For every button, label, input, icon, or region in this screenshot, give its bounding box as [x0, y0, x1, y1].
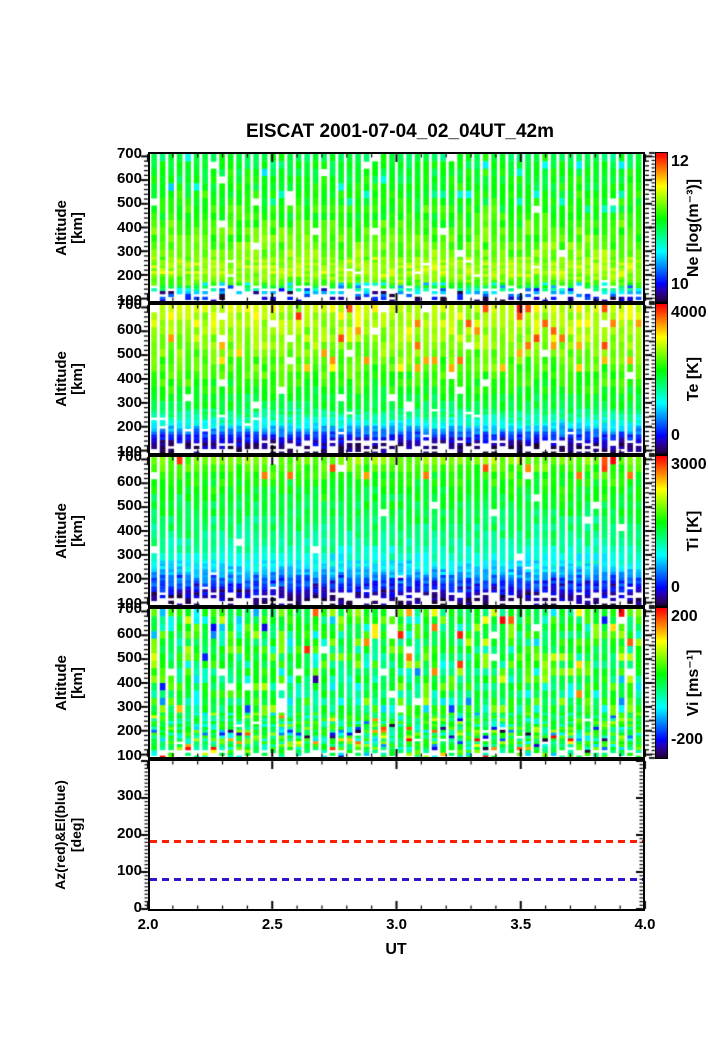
te-panel — [148, 303, 645, 455]
altitude-tick-label: 500 — [116, 194, 142, 212]
ut-axis-label: UT — [385, 941, 407, 958]
altitude-tick-label: 300 — [116, 393, 142, 411]
colorbar-unit-label: Ti [K] — [685, 510, 702, 551]
altitude-tick-label: 100 — [116, 594, 142, 612]
altitude-tick-label: 700 — [116, 600, 142, 618]
pointing-tick-label: 200 — [116, 824, 142, 842]
te-colorbar-canvas — [656, 304, 667, 454]
altitude-tick-label: 700 — [116, 296, 142, 314]
ti-colorbar — [655, 455, 668, 607]
altitude-tick-label: 300 — [116, 242, 142, 260]
te-colorbar — [655, 303, 668, 455]
pointing-tick-label: 0 — [133, 899, 142, 916]
plot-title: EISCAT 2001-07-04_02_04UT_42m — [245, 121, 555, 142]
pointing-tick-label: 300 — [116, 787, 142, 805]
ut-tick-label: 2.0 — [137, 916, 159, 933]
ut-tick-label: 2.5 — [261, 916, 283, 933]
ne-colorbar — [655, 152, 668, 303]
altitude-tick-label: 100 — [116, 746, 142, 764]
altitude-tick-label: 500 — [116, 497, 142, 515]
ti-colorbar-canvas — [656, 456, 667, 606]
colorbar-max-label: 4000 — [671, 304, 707, 321]
vi-heatmap-canvas — [150, 609, 643, 757]
colorbar-min-label: -200 — [671, 731, 704, 748]
vi-colorbar-canvas — [656, 608, 667, 758]
altitude-tick-label: 400 — [116, 218, 142, 236]
pointing-axis-label: Az(red)&El(blue) [deg] — [52, 780, 84, 890]
colorbar-unit-label: Ne [log(m⁻³)] — [685, 178, 702, 277]
colorbar-min-label: 0 — [671, 579, 680, 596]
altitude-tick-label: 200 — [116, 267, 142, 285]
altitude-tick-label: 700 — [116, 448, 142, 466]
colorbar-unit-label: Vi [ms⁻¹] — [685, 649, 702, 716]
colorbar-max-label: 200 — [671, 608, 698, 625]
altitude-tick-label: 600 — [116, 472, 142, 490]
te-heatmap-canvas — [150, 305, 643, 453]
altitude-axis-label: Altitude [km] — [53, 654, 86, 711]
vi-panel — [148, 607, 645, 759]
ne-panel — [148, 152, 645, 303]
pointing-tick-label: 100 — [116, 861, 142, 879]
altitude-tick-label: 100 — [116, 442, 142, 460]
altitude-tick-label: 700 — [116, 145, 142, 163]
altitude-tick-label: 500 — [116, 345, 142, 363]
altitude-axis-label: Altitude [km] — [53, 199, 86, 256]
altitude-tick-label: 400 — [116, 673, 142, 691]
altitude-tick-label: 600 — [116, 169, 142, 187]
altitude-tick-label: 200 — [116, 722, 142, 740]
ut-tick-label: 3.0 — [386, 916, 407, 933]
altitude-tick-label: 600 — [116, 320, 142, 338]
altitude-axis-label: Altitude [km] — [53, 502, 86, 559]
altitude-tick-label: 500 — [116, 649, 142, 667]
el-line — [150, 878, 643, 882]
colorbar-unit-label: Te [K] — [685, 356, 702, 401]
altitude-tick-label: 200 — [116, 418, 142, 436]
colorbar-max-label: 12 — [671, 153, 689, 170]
altitude-tick-label: 400 — [116, 521, 142, 539]
altitude-tick-label: 200 — [116, 570, 142, 588]
ut-tick-label: 4.0 — [634, 916, 656, 933]
altitude-tick-label: 400 — [116, 369, 142, 387]
ut-tick-label: 3.5 — [510, 916, 532, 933]
altitude-tick-label: 100 — [116, 291, 142, 309]
colorbar-max-label: 3000 — [671, 456, 707, 473]
az-line — [150, 839, 643, 843]
ne-colorbar-canvas — [656, 153, 667, 302]
vi-colorbar — [655, 607, 668, 759]
pointing-panel — [148, 759, 645, 911]
altitude-tick-label: 300 — [116, 697, 142, 715]
altitude-tick-label: 600 — [116, 624, 142, 642]
altitude-axis-label: Altitude [km] — [53, 350, 86, 407]
ti-panel — [148, 455, 645, 607]
ti-heatmap-canvas — [150, 457, 643, 605]
colorbar-min-label: 0 — [671, 427, 680, 444]
ne-heatmap-canvas — [150, 154, 643, 301]
altitude-tick-label: 300 — [116, 545, 142, 563]
colorbar-min-label: 10 — [671, 276, 689, 293]
